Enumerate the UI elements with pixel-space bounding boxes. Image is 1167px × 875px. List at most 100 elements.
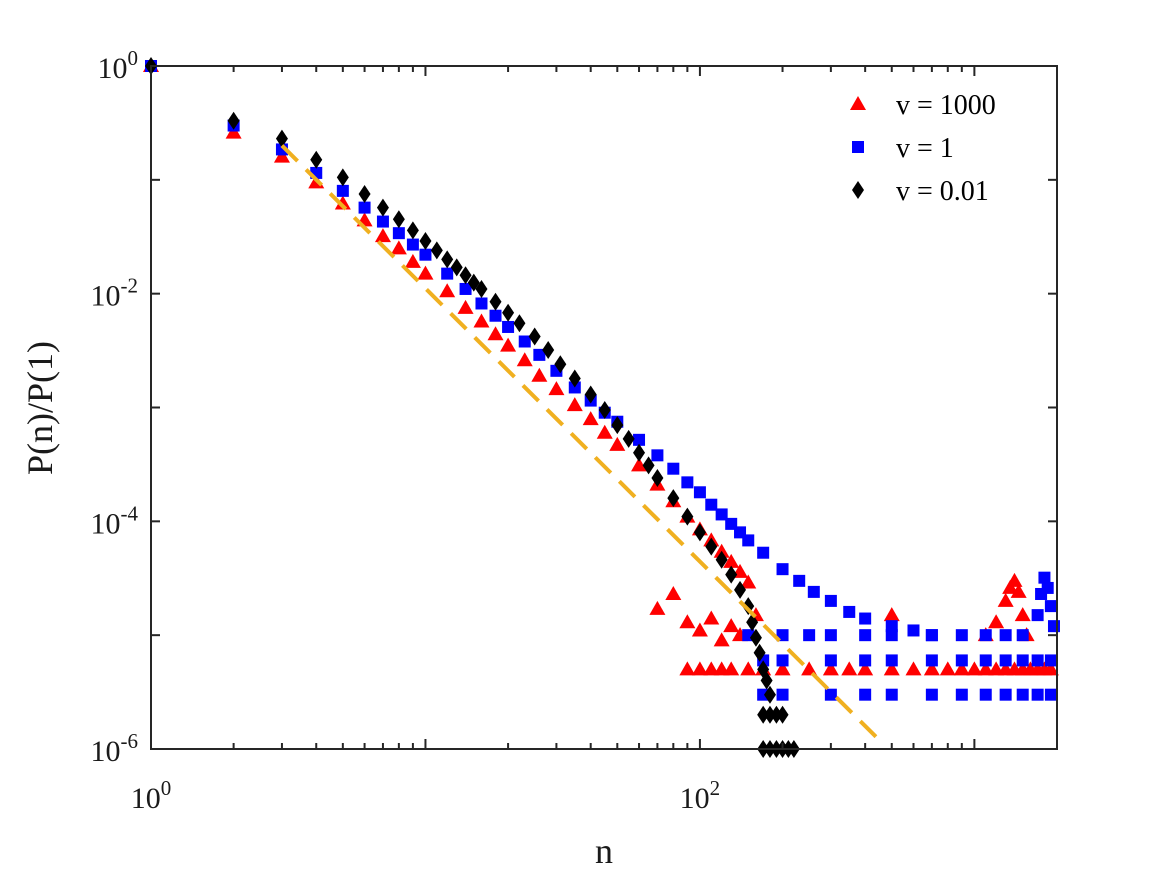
point-square-1-31	[742, 534, 755, 547]
y-tick-labels: 100 10-2 10-4 10-6	[91, 46, 139, 768]
point-square-1-69	[885, 688, 898, 701]
point-square-1-37	[843, 605, 856, 618]
point-diamond-2-18	[513, 314, 526, 333]
point-square-1-73	[999, 688, 1012, 701]
point-square-1-74	[1016, 688, 1029, 701]
point-diamond-2-36	[734, 580, 747, 599]
point-square-1-15	[518, 335, 531, 348]
point-square-1-11	[459, 282, 472, 295]
legend-marker-square	[852, 141, 864, 153]
point-square-1-60	[979, 654, 992, 667]
point-triangle-0-56	[939, 661, 956, 676]
point-square-1-81	[1044, 600, 1057, 613]
point-diamond-2-20	[542, 340, 555, 359]
point-triangle-0-51	[841, 661, 858, 676]
point-diamond-2-26	[622, 429, 635, 448]
legend-label: v = 0.01	[896, 176, 989, 207]
point-square-1-66	[776, 688, 789, 701]
point-triangle-0-8	[404, 253, 421, 268]
point-triangle-0-48	[774, 661, 791, 676]
point-square-1-75	[1031, 688, 1044, 701]
tick-layer	[150, 65, 1058, 750]
point-triangle-0-9	[417, 265, 434, 280]
point-triangle-0-6	[374, 228, 391, 243]
point-diamond-2-22	[568, 369, 581, 388]
point-square-1-23	[651, 449, 664, 462]
point-square-1-47	[885, 629, 898, 642]
y-tick-label: 10-6	[91, 729, 139, 768]
point-diamond-2-28	[642, 456, 655, 475]
point-square-1-55	[824, 654, 837, 667]
point-square-1-46	[859, 629, 872, 642]
x-tick-label: 102	[680, 776, 721, 815]
point-triangle-0-2	[273, 148, 290, 163]
point-diamond-2-30	[667, 489, 680, 508]
point-square-1-76	[1044, 688, 1057, 701]
point-triangle-0-54	[905, 661, 922, 676]
point-square-1-33	[776, 563, 789, 576]
point-square-1-8	[406, 238, 419, 251]
y-axis-label: P(n)/P(1)	[20, 341, 60, 475]
point-diamond-2-39	[749, 628, 762, 647]
point-triangle-0-58	[966, 661, 983, 676]
point-triangle-0-57	[953, 661, 970, 676]
point-square-1-56	[859, 654, 872, 667]
point-triangle-0-36	[703, 610, 720, 625]
point-triangle-0-37	[713, 632, 730, 647]
point-triangle-0-70	[988, 614, 1005, 629]
point-diamond-2-10	[430, 241, 443, 260]
x-axis-label: n	[595, 831, 613, 871]
point-square-1-49	[955, 629, 968, 642]
point-triangle-0-31	[740, 574, 757, 589]
point-triangle-0-14	[500, 337, 517, 352]
point-square-1-40	[907, 624, 920, 637]
point-triangle-0-42	[691, 661, 708, 676]
point-triangle-0-74	[1010, 583, 1027, 598]
point-triangle-0-53	[883, 661, 900, 676]
point-triangle-0-71	[997, 592, 1014, 607]
point-square-1-28	[715, 508, 728, 521]
point-triangle-0-33	[665, 585, 682, 600]
point-triangle-0-1	[225, 124, 242, 139]
point-diamond-2-13	[459, 266, 472, 285]
point-square-1-77	[1031, 609, 1044, 622]
legend-label: v = 1000	[896, 90, 996, 121]
point-triangle-0-35	[691, 622, 708, 637]
point-triangle-0-12	[473, 313, 490, 328]
point-square-1-22	[633, 433, 646, 446]
point-diamond-2-45	[763, 705, 776, 724]
point-diamond-2-34	[715, 550, 728, 569]
point-triangle-0-13	[487, 326, 504, 341]
point-triangle-0-41	[679, 661, 696, 676]
point-square-1-51	[999, 629, 1012, 642]
point-square-1-44	[803, 629, 816, 642]
point-diamond-2-6	[376, 198, 389, 217]
point-diamond-2-15	[475, 279, 488, 298]
point-diamond-2-9	[419, 232, 432, 251]
point-square-1-68	[859, 688, 872, 701]
point-square-1-35	[807, 585, 820, 598]
point-square-1-59	[955, 654, 968, 667]
legend-label: v = 1	[896, 133, 954, 164]
point-square-1-70	[925, 688, 938, 701]
point-square-1-34	[793, 574, 806, 587]
legend-marker-diamond	[852, 181, 864, 199]
point-diamond-2-2	[275, 129, 288, 148]
point-square-1-18	[568, 381, 581, 394]
point-square-1-54	[776, 654, 789, 667]
point-diamond-2-16	[489, 292, 502, 311]
point-triangle-0-68	[883, 607, 900, 622]
point-square-1-71	[955, 688, 968, 701]
y-tick-label: 10-2	[91, 274, 139, 313]
point-diamond-2-19	[528, 327, 541, 346]
point-square-1-67	[824, 688, 837, 701]
point-square-1-4	[336, 184, 349, 197]
point-diamond-2-47	[776, 705, 789, 724]
point-square-1-6	[376, 215, 389, 228]
point-triangle-0-75	[1014, 607, 1031, 622]
point-square-1-13	[489, 309, 502, 322]
point-triangle-0-16	[531, 367, 548, 382]
point-square-1-24	[667, 462, 680, 475]
point-square-1-10	[441, 267, 454, 280]
point-square-1-16	[533, 348, 546, 361]
